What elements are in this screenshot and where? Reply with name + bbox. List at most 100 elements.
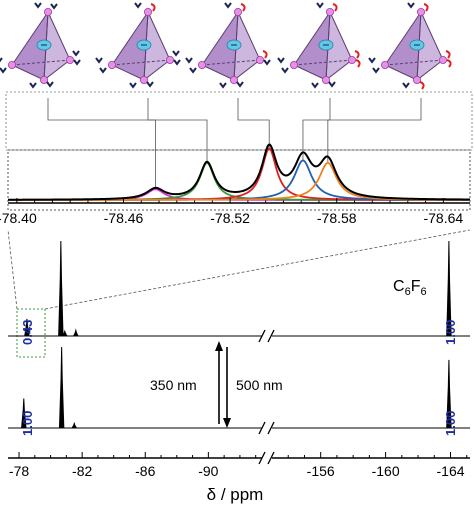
ligand-icon: [99, 67, 107, 74]
break-gap: [262, 328, 272, 344]
arrow-down-head: [223, 418, 231, 428]
spectra-traces: [8, 240, 470, 429]
main-spectra: 0.43 1.00 1.00 1.00 C6F6 350 nm 500 nm -78 -…: [8, 240, 470, 504]
cage-3: [185, 2, 271, 89]
inset-tick-label: -78.40: [0, 210, 37, 226]
ligand-icon: [0, 67, 7, 74]
ligand-icon: [46, 81, 54, 88]
connector-frame: [5, 91, 473, 151]
inset-frame: [7, 149, 471, 211]
break-mark: [258, 329, 266, 343]
break-gap: [262, 420, 272, 436]
photoswitch-arrows: 350 nm 500 nm: [150, 341, 283, 428]
ligand-icon: [29, 82, 37, 89]
inset-tick-label: -78.58: [317, 210, 357, 226]
vertex-icon: [416, 7, 425, 16]
ligand-icon: [185, 57, 193, 64]
vertex-icon: [66, 56, 75, 65]
inset-ticks: -78.40 -78.46 -78.52 -78.58 -78.64: [0, 198, 463, 226]
ligand-icon: [407, 2, 415, 9]
integral-label: 1.00: [443, 411, 458, 436]
spectrum-peak: [62, 329, 68, 337]
connector-lines: [5, 91, 473, 310]
ligand-icon: [95, 57, 103, 64]
inset-component-5: [8, 161, 470, 201]
ligand-icon: [50, 3, 58, 10]
vertex-icon: [40, 76, 49, 85]
modified-ligand-icon: [332, 3, 338, 12]
cage-illustrations: [0, 2, 452, 90]
x-tick-label: -90: [198, 463, 218, 479]
vertex-icon: [44, 7, 53, 16]
spectrum-peak: [58, 240, 64, 337]
ligand-icon: [368, 57, 376, 64]
ligand-icon: [72, 50, 80, 57]
ligand-icon: [328, 81, 336, 88]
ligand-icon: [277, 57, 285, 64]
vertex-icon: [289, 61, 298, 70]
ligand-icon: [263, 59, 271, 66]
arrow-up-head: [215, 341, 223, 351]
inset-component-4: [8, 159, 470, 201]
break-mark: [258, 421, 266, 435]
ligand-icon: [129, 82, 137, 89]
ligand-icon: [372, 67, 380, 74]
x-axis-label: δ / ppm: [207, 485, 264, 504]
ligand-icon: [236, 81, 244, 88]
connector-line: [47, 98, 156, 190]
vertex-icon: [255, 56, 264, 65]
vertex-icon: [229, 76, 238, 85]
modified-ligand-icon: [262, 50, 268, 59]
ligand-icon: [219, 82, 227, 89]
connector-line: [237, 98, 270, 149]
axis-breaks: [258, 328, 275, 466]
integral-label: 1.00: [443, 320, 458, 345]
connector-line: [147, 98, 208, 163]
cage-5: [368, 2, 452, 90]
vertex-icon: [233, 7, 242, 16]
spectrum-peak: [71, 421, 77, 429]
ligand-icon: [224, 2, 232, 9]
cage-1: [0, 2, 81, 89]
spectrum-peak: [58, 347, 65, 429]
vertex-icon: [321, 76, 330, 85]
spectrum-peak: [24, 318, 30, 337]
ligand-icon: [316, 2, 324, 9]
arrow-up-label: 350 nm: [150, 377, 197, 393]
connector-line: [327, 98, 422, 163]
inset-tick-label: -78.52: [210, 210, 250, 226]
x-tick-label: -164: [437, 463, 465, 479]
x-tick-label: -82: [72, 463, 92, 479]
integral-label: 0.43: [20, 320, 35, 345]
modified-ligand-icon: [419, 81, 425, 90]
ligand-icon: [34, 2, 42, 9]
spectrum-peak: [446, 359, 452, 429]
ligand-icon: [311, 82, 319, 89]
ligand-icon: [134, 2, 142, 9]
spectrum-peak: [446, 240, 452, 337]
vertex-icon: [165, 56, 174, 65]
ligand-icon: [281, 67, 289, 74]
cage-2: [95, 2, 181, 89]
x-tick-label: -160: [372, 463, 400, 479]
reference-label: C6F6: [393, 278, 427, 298]
vertex-icon: [7, 61, 16, 70]
break-mark: [267, 329, 275, 343]
ligand-icon: [173, 59, 181, 66]
integral-label: 1.00: [20, 411, 35, 436]
modified-ligand-icon: [354, 50, 360, 59]
inset-component-2: [8, 161, 470, 201]
modified-ligand-icon: [423, 3, 429, 12]
zoom-line-left: [7, 229, 18, 310]
ligand-icon: [172, 50, 180, 57]
modified-ligand-icon: [445, 50, 451, 59]
x-tick-label: -156: [307, 463, 335, 479]
inset-curves: [7, 143, 471, 201]
inset-tick-label: -78.64: [423, 210, 463, 226]
x-tick-label: -78: [9, 463, 29, 479]
vertex-icon: [143, 7, 152, 16]
arrow-down-label: 500 nm: [236, 377, 283, 393]
spectrum-peak: [73, 328, 79, 337]
vertex-icon: [325, 7, 334, 16]
